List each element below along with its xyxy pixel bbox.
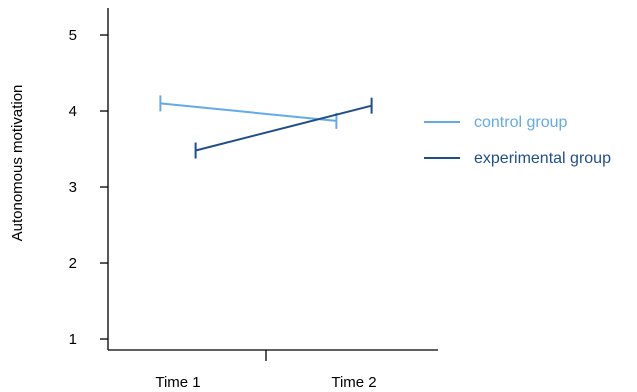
axes: 1 2 3 4 5 Time 1 Time 2 [69,8,438,391]
y-tick-label: 4 [69,103,77,120]
y-tick-label: 3 [69,179,77,196]
y-tick-label: 5 [69,27,77,44]
x-tick-label: Time 1 [155,374,200,391]
series-line [195,104,372,152]
legend-label: control group [474,114,567,131]
series-group [159,95,373,159]
series-line [160,102,337,122]
legend: control group experimental group [424,114,611,167]
x-tick-label: Time 2 [331,374,376,391]
legend-label: experimental group [474,150,611,167]
y-axis-label: Autonomous motivation [9,85,26,242]
y-tick-label: 2 [69,255,77,272]
y-tick-label: 1 [69,331,77,348]
